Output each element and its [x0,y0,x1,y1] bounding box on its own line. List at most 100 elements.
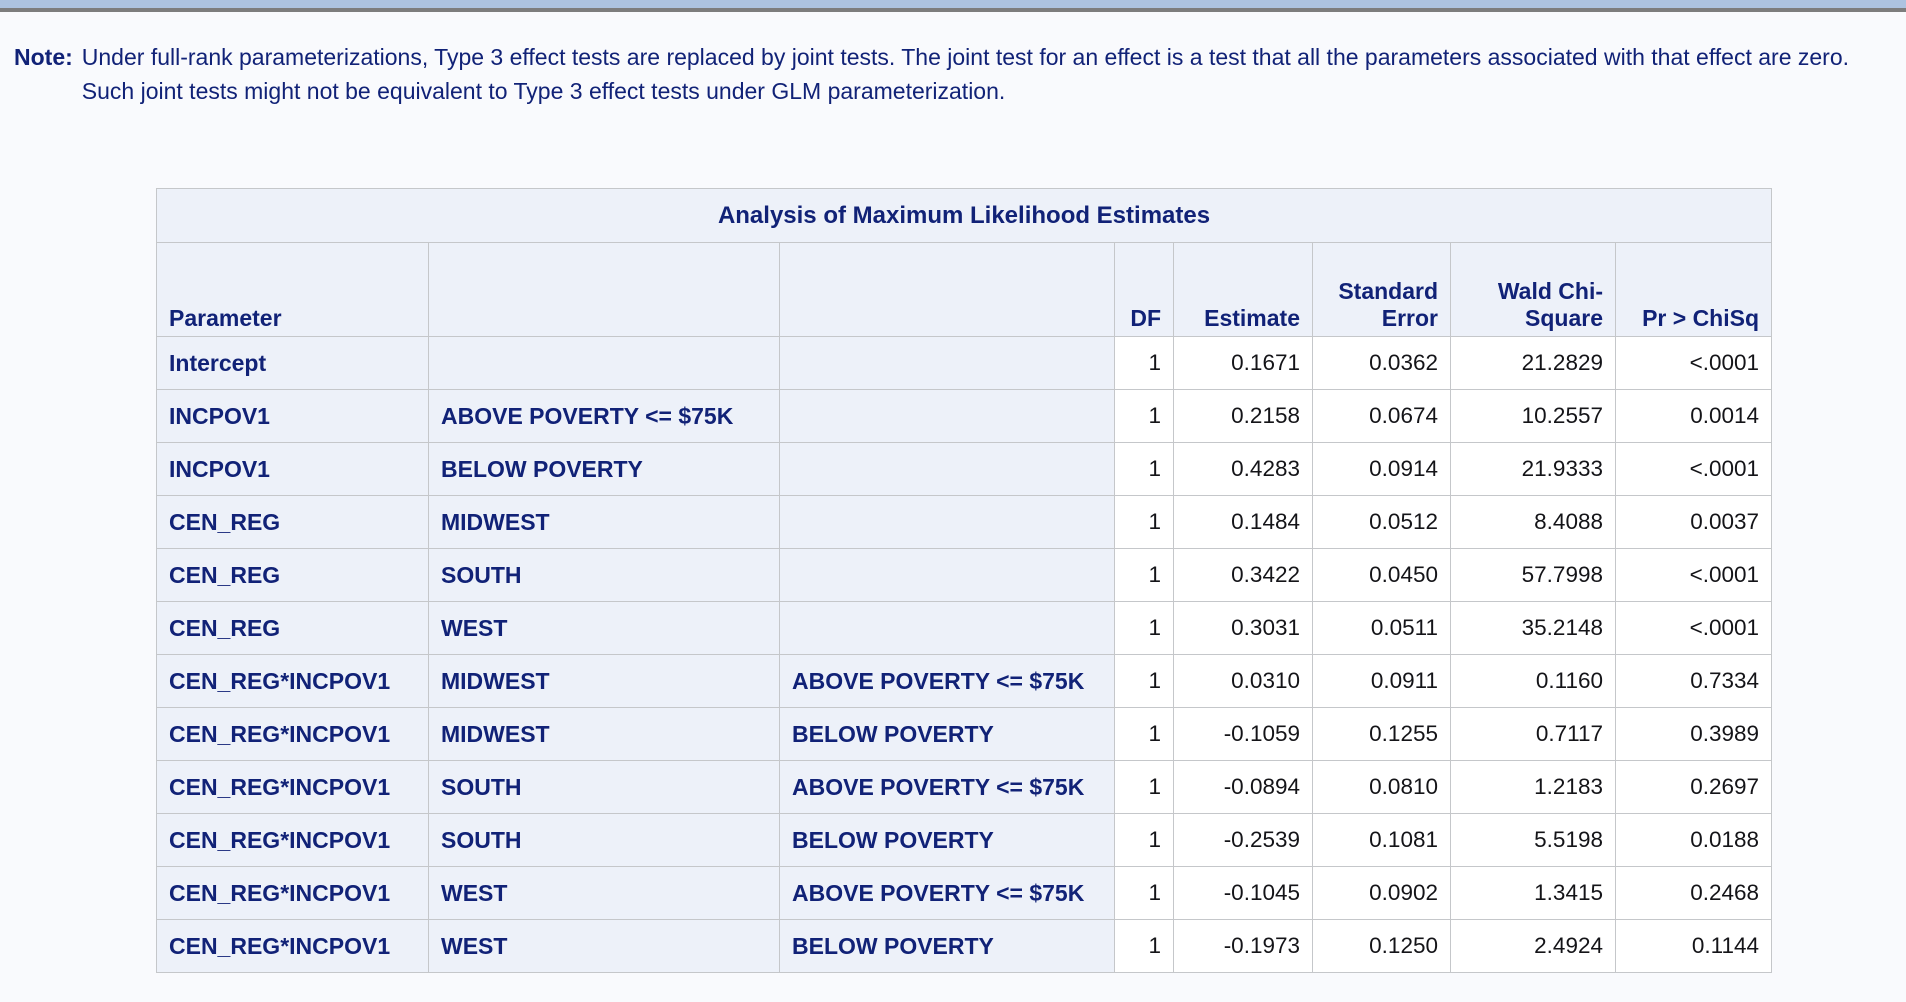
cell-pr-chisq: 0.2697 [1614,760,1773,814]
cell-pr-chisq: 0.0037 [1614,495,1773,549]
cell-df: 1 [1114,495,1174,549]
table-row: CEN_REG MIDWEST 1 0.1484 0.0512 8.4088 0… [156,495,1773,549]
cell-level1: BELOW POVERTY [428,442,780,496]
cell-level1: WEST [428,866,780,920]
table-body: Intercept 1 0.1671 0.0362 21.2829 <.0001… [156,336,1773,973]
window-top-strip-border [0,8,1906,12]
cell-pr-chisq: 0.2468 [1614,866,1773,920]
cell-level1: MIDWEST [428,495,780,549]
cell-level1: WEST [428,919,780,973]
cell-pr-chisq: <.0001 [1614,548,1773,602]
cell-level2: ABOVE POVERTY <= $75K [779,866,1115,920]
column-header-wald-chi-square: Wald Chi-Square [1450,242,1616,337]
cell-standard-error: 0.0810 [1312,760,1451,814]
note-label: Note: [14,44,73,70]
table-row: INCPOV1 ABOVE POVERTY <= $75K 1 0.2158 0… [156,389,1773,443]
cell-estimate: 0.1671 [1173,336,1313,390]
cell-wald-chi-square: 10.2557 [1450,389,1616,443]
cell-level1: WEST [428,601,780,655]
cell-level1 [428,336,780,390]
cell-parameter: CEN_REG [156,601,429,655]
cell-parameter: Intercept [156,336,429,390]
cell-df: 1 [1114,760,1174,814]
column-header-df: DF [1114,242,1174,337]
cell-standard-error: 0.1250 [1312,919,1451,973]
cell-df: 1 [1114,442,1174,496]
column-header-standard-error: Standard Error [1312,242,1451,337]
table-row: CEN_REG SOUTH 1 0.3422 0.0450 57.7998 <.… [156,548,1773,602]
cell-pr-chisq: <.0001 [1614,601,1773,655]
cell-level1: SOUTH [428,813,780,867]
column-header-pr-chisq: Pr > ChiSq [1614,242,1773,337]
table-row: CEN_REG*INCPOV1 SOUTH ABOVE POVERTY <= $… [156,760,1773,814]
cell-standard-error: 0.0511 [1312,601,1451,655]
column-header-estimate: Estimate [1173,242,1313,337]
cell-parameter: CEN_REG*INCPOV1 [156,760,429,814]
table-row: INCPOV1 BELOW POVERTY 1 0.4283 0.0914 21… [156,442,1773,496]
cell-parameter: CEN_REG*INCPOV1 [156,919,429,973]
cell-estimate: -0.1045 [1173,866,1313,920]
cell-df: 1 [1114,707,1174,761]
cell-parameter: CEN_REG*INCPOV1 [156,866,429,920]
cell-df: 1 [1114,866,1174,920]
cell-wald-chi-square: 35.2148 [1450,601,1616,655]
cell-level1: SOUTH [428,548,780,602]
window-top-strip [0,0,1906,8]
cell-pr-chisq: 0.7334 [1614,654,1773,708]
table-title: Analysis of Maximum Likelihood Estimates [155,188,1773,243]
table-row: CEN_REG*INCPOV1 MIDWEST ABOVE POVERTY <=… [156,654,1773,708]
cell-pr-chisq: <.0001 [1614,336,1773,390]
column-header-level1 [428,242,780,337]
table-row: Intercept 1 0.1671 0.0362 21.2829 <.0001 [156,336,1773,390]
cell-wald-chi-square: 21.2829 [1450,336,1616,390]
cell-wald-chi-square: 2.4924 [1450,919,1616,973]
cell-standard-error: 0.0512 [1312,495,1451,549]
cell-parameter: CEN_REG*INCPOV1 [156,654,429,708]
cell-df: 1 [1114,336,1174,390]
column-header-level2 [779,242,1115,337]
cell-estimate: 0.2158 [1173,389,1313,443]
sas-note: Note: Under full-rank parameterizations,… [14,40,1894,108]
table-row: CEN_REG*INCPOV1 SOUTH BELOW POVERTY 1 -0… [156,813,1773,867]
cell-parameter: INCPOV1 [156,442,429,496]
table-row: CEN_REG*INCPOV1 WEST ABOVE POVERTY <= $7… [156,866,1773,920]
cell-estimate: 0.1484 [1173,495,1313,549]
cell-parameter: CEN_REG [156,548,429,602]
cell-estimate: -0.1973 [1173,919,1313,973]
cell-df: 1 [1114,654,1174,708]
cell-level2 [779,495,1115,549]
cell-standard-error: 0.0674 [1312,389,1451,443]
cell-estimate: 0.3422 [1173,548,1313,602]
cell-pr-chisq: <.0001 [1614,442,1773,496]
cell-standard-error: 0.0362 [1312,336,1451,390]
cell-standard-error: 0.0902 [1312,866,1451,920]
column-header-parameter: Parameter [156,242,429,337]
cell-level1: MIDWEST [428,707,780,761]
cell-wald-chi-square: 0.7117 [1450,707,1616,761]
cell-level1: MIDWEST [428,654,780,708]
mle-estimates-table: Analysis of Maximum Likelihood Estimates… [155,188,1773,973]
cell-parameter: CEN_REG*INCPOV1 [156,707,429,761]
cell-estimate: -0.1059 [1173,707,1313,761]
table-title-row: Analysis of Maximum Likelihood Estimates [155,188,1773,243]
cell-wald-chi-square: 57.7998 [1450,548,1616,602]
cell-level2 [779,336,1115,390]
cell-df: 1 [1114,919,1174,973]
cell-df: 1 [1114,389,1174,443]
cell-level2: BELOW POVERTY [779,919,1115,973]
cell-level2: ABOVE POVERTY <= $75K [779,760,1115,814]
cell-pr-chisq: 0.0014 [1614,389,1773,443]
table-row: CEN_REG WEST 1 0.3031 0.0511 35.2148 <.0… [156,601,1773,655]
cell-level2: BELOW POVERTY [779,707,1115,761]
cell-estimate: 0.3031 [1173,601,1313,655]
table-row: CEN_REG*INCPOV1 MIDWEST BELOW POVERTY 1 … [156,707,1773,761]
cell-estimate: 0.0310 [1173,654,1313,708]
cell-parameter: INCPOV1 [156,389,429,443]
cell-pr-chisq: 0.3989 [1614,707,1773,761]
cell-standard-error: 0.1255 [1312,707,1451,761]
cell-estimate: 0.4283 [1173,442,1313,496]
cell-wald-chi-square: 0.1160 [1450,654,1616,708]
cell-level2 [779,601,1115,655]
cell-estimate: -0.2539 [1173,813,1313,867]
